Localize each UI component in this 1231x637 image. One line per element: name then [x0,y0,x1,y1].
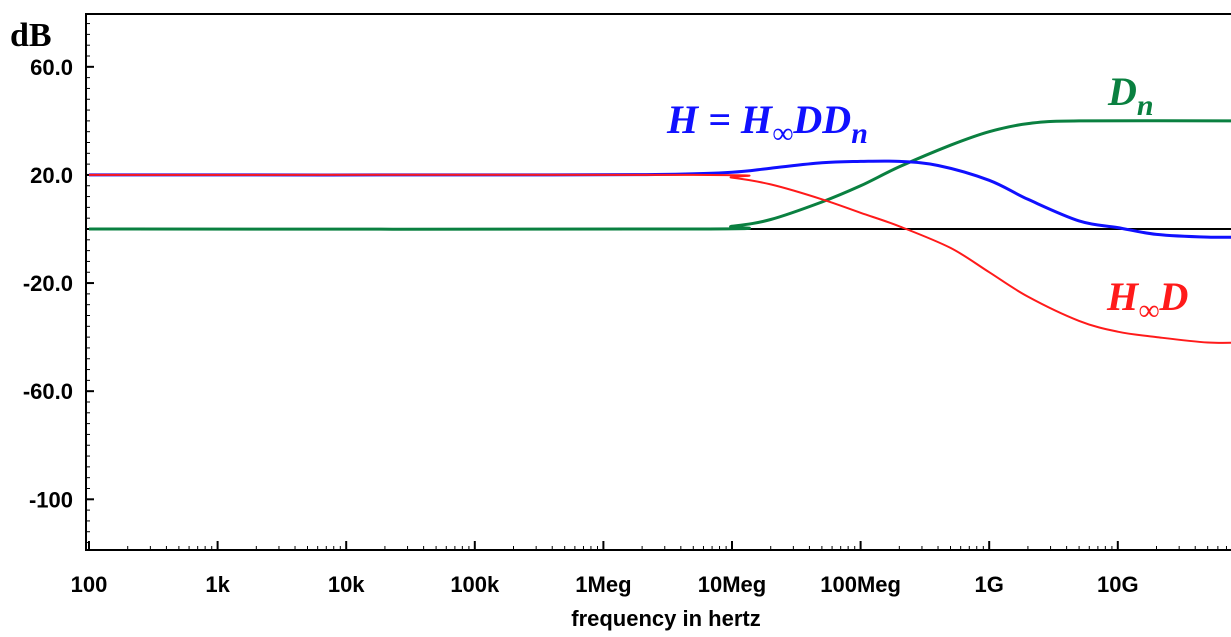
y-tick-label: 20.0 [30,163,73,188]
series-label-subscript: n [1137,89,1154,122]
series-label-tail-subscript: n [851,117,868,150]
series-label-subscript: ∞ [772,117,793,150]
series-label-h: H = H∞DDn [666,97,868,150]
series-label-hinfd: H∞D [1106,274,1188,327]
x-tick-label: 10k [328,572,365,597]
x-tick-label: 100k [450,572,500,597]
x-tick-label: 100Meg [820,572,901,597]
y-tick-label: 60.0 [30,55,73,80]
y-tick-label: -20.0 [23,271,73,296]
x-axis: 100 1k 10k 100k 1Meg 10Meg 100Meg 1G 10G [71,541,1139,597]
series-label-main: D [1107,69,1137,114]
y-axis: 60.0 20.0 -20.0 -60.0 -100 [23,55,94,512]
series-label-dn: Dn [1107,69,1154,122]
plot-frame [85,13,1231,551]
y-unit-label: dB [10,17,52,54]
series-group [88,119,1231,344]
x-tick-label: 100 [71,572,108,597]
x-tick-label: 10Meg [698,572,766,597]
series-label-tail: DD [792,97,851,142]
series-label-subscript: ∞ [1138,294,1159,327]
minor-ticks [86,23,1227,550]
series-label-tail: D [1159,274,1189,319]
series-label-main: H = H [666,97,774,142]
x-tick-label: 10G [1097,572,1139,597]
series-line-h [88,159,1231,239]
x-axis-title: frequency in hertz [571,606,760,631]
series-line-dn [88,119,1231,231]
y-tick-label: -60.0 [23,379,73,404]
x-tick-label: 1Meg [575,572,631,597]
series-label-main: H [1106,274,1140,319]
x-tick-label: 1G [975,572,1004,597]
y-tick-label: -100 [29,487,73,512]
series-line-hinfd [88,173,1231,344]
x-tick-label: 1k [205,572,230,597]
